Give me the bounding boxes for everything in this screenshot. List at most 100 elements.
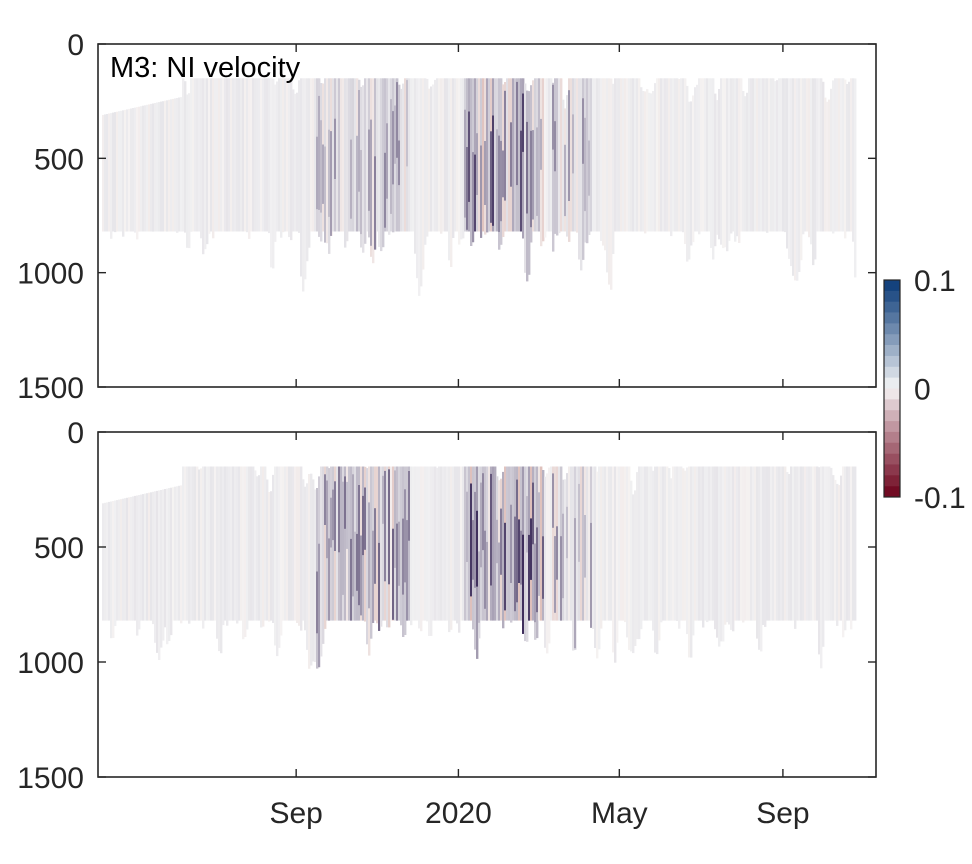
heatmap-column (278, 78, 281, 232)
heatmap-column (338, 78, 341, 232)
heatmap-column (174, 98, 177, 232)
heatmap-column (610, 78, 613, 290)
heatmap-column (146, 493, 149, 621)
heatmap-column (460, 466, 463, 621)
colorbar-level (884, 431, 900, 444)
heatmap-column (828, 466, 831, 621)
heatmap-column (806, 78, 809, 232)
heatmap-column (692, 95, 695, 243)
heatmap-column (666, 466, 669, 621)
heatmap-column (422, 466, 425, 621)
heatmap-column (690, 466, 693, 658)
heatmap-column (270, 491, 273, 621)
heatmap-streak (536, 527, 538, 613)
heatmap-column (178, 97, 181, 232)
heatmap-streak (408, 471, 410, 541)
heatmap-streak (404, 489, 406, 583)
heatmap-column (218, 466, 221, 652)
heatmap-streak (534, 543, 536, 623)
heatmap-column (412, 78, 415, 232)
heatmap-column (256, 476, 259, 621)
heatmap-column (626, 78, 629, 232)
heatmap-column (582, 466, 585, 621)
heatmap-column (114, 112, 117, 233)
heatmap-column (282, 78, 285, 233)
heatmap-streak (392, 528, 394, 620)
heatmap-streak (476, 133, 478, 195)
heatmap-column (204, 78, 207, 250)
heatmap-column (332, 466, 335, 621)
heatmap-streak (526, 121, 528, 214)
heatmap-column (816, 78, 819, 232)
heatmap-column (746, 466, 749, 621)
heatmap-column (456, 466, 459, 624)
heatmap-column (852, 466, 855, 621)
heatmap-streak (402, 518, 404, 595)
heatmap-streak (378, 542, 380, 631)
heatmap-streak (470, 483, 472, 597)
heatmap-column (750, 78, 753, 232)
heatmap-streak (556, 526, 558, 580)
heatmap-column (664, 78, 667, 232)
heatmap-column (198, 469, 201, 621)
heatmap-streak (316, 136, 318, 210)
colorbar-level (884, 486, 900, 498)
heatmap-column (786, 472, 789, 621)
heatmap-column (546, 78, 549, 232)
heatmap-streak (394, 105, 396, 164)
heatmap-column (252, 466, 255, 621)
heatmap-streak (472, 520, 474, 580)
heatmap-column (214, 466, 217, 621)
heatmap-column (416, 78, 419, 279)
heatmap-streak (386, 123, 388, 199)
heatmap-column (226, 78, 229, 232)
heatmap-column (242, 78, 245, 232)
colorbar-tick-label: -0.1 (914, 482, 966, 515)
heatmap-column (598, 78, 601, 232)
heatmap-column (390, 466, 393, 621)
heatmap-column (808, 78, 811, 238)
heatmap-column (786, 78, 789, 249)
heatmap-column (210, 78, 213, 232)
heatmap-column (270, 78, 273, 268)
heatmap-column (224, 466, 227, 621)
heatmap-column (262, 78, 265, 232)
heatmap-column (770, 466, 773, 621)
heatmap-column (668, 468, 671, 621)
heatmap-column (820, 466, 823, 669)
heatmap-column (190, 78, 193, 232)
heatmap-column (752, 78, 755, 232)
heatmap-column (142, 494, 145, 621)
heatmap-column (794, 78, 797, 281)
heatmap-column (216, 78, 219, 232)
heatmap-column (326, 78, 329, 244)
heatmap-column (662, 78, 665, 232)
heatmap-column (566, 95, 569, 237)
heatmap-streak (490, 473, 492, 586)
heatmap-streak (354, 531, 356, 621)
heatmap-column (280, 466, 283, 636)
heatmap-column (854, 78, 857, 278)
heatmap-column (124, 109, 127, 232)
heatmap-column (758, 466, 761, 650)
heatmap-column (226, 466, 229, 626)
heatmap-column (448, 466, 451, 633)
heatmap-column (836, 78, 839, 232)
heatmap-column (162, 489, 165, 641)
heatmap-column (222, 466, 225, 626)
heatmap-column (286, 466, 289, 621)
heatmap-column (736, 466, 739, 621)
heatmap-column (118, 499, 121, 621)
heatmap-column (622, 78, 625, 232)
heatmap-column (756, 78, 759, 232)
x-tick-label: May (591, 797, 648, 830)
heatmap-column (182, 78, 185, 232)
heatmap-column (634, 490, 637, 646)
heatmap-column (298, 80, 301, 233)
heatmap-column (576, 466, 579, 621)
heatmap-column (842, 466, 845, 638)
heatmap-column (150, 103, 153, 232)
heatmap-streak (510, 122, 512, 187)
heatmap-column (712, 466, 715, 621)
heatmap-column (708, 466, 711, 621)
